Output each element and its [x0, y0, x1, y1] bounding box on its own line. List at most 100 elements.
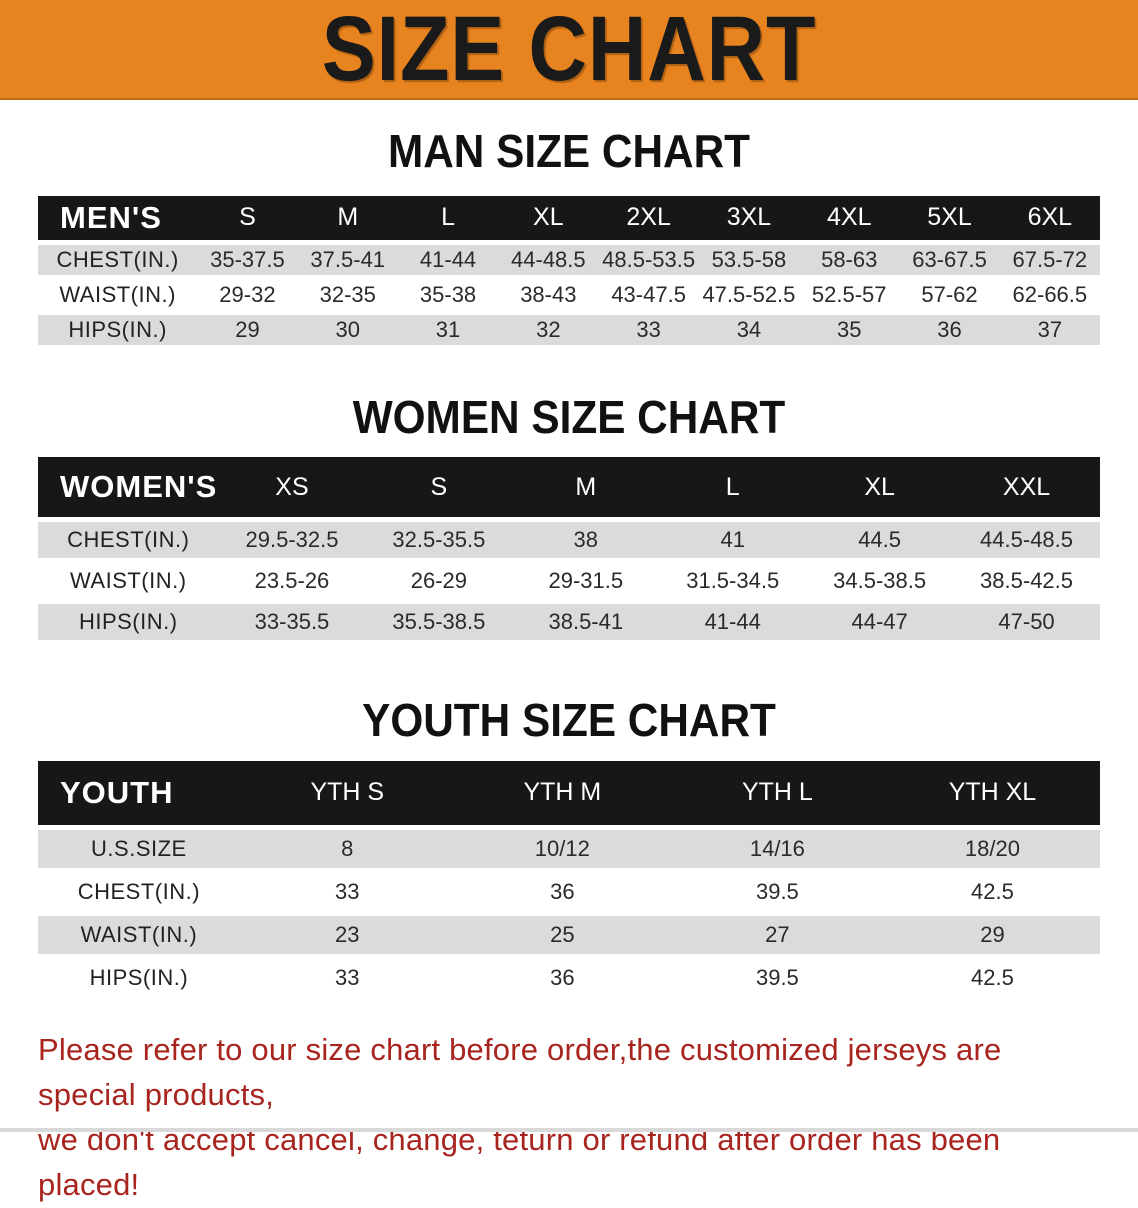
column-header: 6XL	[999, 195, 1100, 240]
value-cell: 36	[899, 314, 1000, 345]
value-cell: 29-32	[197, 279, 298, 310]
table-header-row: MEN'S S M L XL 2XL 3XL 4XL 5XL 6XL	[38, 195, 1100, 240]
column-header: XL	[806, 457, 954, 518]
table-row: WAIST(IN.) 23.5-26 26-29 29-31.5 31.5-34.5 34…	[38, 563, 1100, 600]
value-cell: 10/12	[454, 829, 670, 868]
table-row: HIPS(IN.) 29 30 31 32 33 34 35 36 37	[38, 314, 1100, 345]
value-cell: 27	[669, 915, 885, 954]
size-section: MAN SIZE CHART MEN'S S M L XL 2XL 3XL 4XL 5XL 6XL C…	[0, 126, 1138, 350]
size-section: YOUTH SIZE CHART YOUTH YTH S YTH M YTH L YTH …	[0, 695, 1138, 1002]
value-cell: 33	[598, 314, 699, 345]
column-header: XXL	[953, 457, 1100, 518]
value-cell: 44-48.5	[498, 244, 599, 275]
table-row: HIPS(IN.) 33-35.5 35.5-38.5 38.5-41 41-44 44-…	[38, 604, 1100, 641]
value-cell: 29.5-32.5	[218, 522, 366, 559]
size-chart-sections: MAN SIZE CHART MEN'S S M L XL 2XL 3XL 4XL 5XL 6XL C…	[0, 126, 1138, 1002]
table-row: HIPS(IN.) 33 36 39.5 42.5	[38, 958, 1100, 997]
value-cell: 32.5-35.5	[365, 522, 513, 559]
disclaimer-line-1: Please refer to our size chart before or…	[38, 1031, 1002, 1112]
row-label: WAIST(IN.)	[38, 563, 219, 600]
table-row: CHEST(IN.) 33 36 39.5 42.5	[38, 872, 1100, 911]
value-cell: 8	[239, 829, 455, 868]
value-cell: 36	[454, 872, 670, 911]
row-label: WAIST(IN.)	[38, 279, 198, 310]
column-header: 2XL	[598, 195, 699, 240]
value-cell: 44-47	[806, 604, 954, 641]
value-cell: 32	[498, 314, 599, 345]
value-cell: 41	[659, 522, 807, 559]
value-cell: 39.5	[669, 958, 885, 997]
value-cell: 33	[239, 872, 455, 911]
value-cell: 63-67.5	[899, 244, 1000, 275]
size-table: WOMEN'S XS S M L XL XXL CHEST(IN.) 29.5-32.5 32.5…	[38, 452, 1100, 645]
value-cell: 57-62	[899, 279, 1000, 310]
value-cell: 31.5-34.5	[659, 563, 807, 600]
value-cell: 42.5	[884, 958, 1100, 997]
section-heading: MAN SIZE CHART	[387, 125, 751, 177]
value-cell: 38	[512, 522, 660, 559]
value-cell: 35-37.5	[197, 244, 298, 275]
table-row: WAIST(IN.) 29-32 32-35 35-38 38-43 43-47.5 47.…	[38, 279, 1100, 310]
column-header: 5XL	[899, 195, 1000, 240]
table-row: CHEST(IN.) 35-37.5 37.5-41 41-44 44-48.5 48.5…	[38, 244, 1100, 275]
column-header: S	[365, 457, 513, 518]
column-header: M	[512, 457, 660, 518]
column-header: L	[659, 457, 807, 518]
column-header: M	[297, 195, 398, 240]
column-header: 4XL	[799, 195, 900, 240]
table-title-cell: WOMEN'S	[38, 457, 219, 518]
table-header-row: WOMEN'S XS S M L XL XXL	[38, 457, 1100, 518]
value-cell: 33-35.5	[218, 604, 366, 641]
table-header-row: YOUTH YTH S YTH M YTH L YTH XL	[38, 760, 1100, 825]
size-section: WOMEN SIZE CHART WOMEN'S XS S M L XL XXL CHEST(I…	[0, 390, 1138, 646]
value-cell: 29-31.5	[512, 563, 660, 600]
value-cell: 23	[239, 915, 455, 954]
value-cell: 18/20	[884, 829, 1100, 868]
column-header: YTH XL	[884, 760, 1100, 825]
value-cell: 35.5-38.5	[365, 604, 513, 641]
table-row: WAIST(IN.) 23 25 27 29	[38, 915, 1100, 954]
value-cell: 44.5-48.5	[953, 522, 1100, 559]
value-cell: 29	[197, 314, 298, 345]
table-title-cell: MEN'S	[38, 195, 198, 240]
value-cell: 34	[698, 314, 800, 345]
value-cell: 52.5-57	[799, 279, 900, 310]
banner-title: SIZE CHART	[321, 0, 817, 100]
section-heading: WOMEN SIZE CHART	[352, 390, 786, 443]
table-row: U.S.SIZE 8 10/12 14/16 18/20	[38, 829, 1100, 868]
row-label: HIPS(IN.)	[38, 314, 198, 345]
value-cell: 62-66.5	[999, 279, 1100, 310]
image-bottom-edge	[0, 1128, 1138, 1132]
row-label: CHEST(IN.)	[38, 244, 198, 275]
value-cell: 14/16	[669, 829, 885, 868]
row-label: HIPS(IN.)	[38, 604, 219, 641]
value-cell: 44.5	[806, 522, 954, 559]
row-label: CHEST(IN.)	[38, 872, 240, 911]
value-cell: 39.5	[669, 872, 885, 911]
value-cell: 43-47.5	[598, 279, 699, 310]
column-header: YTH L	[669, 760, 885, 825]
value-cell: 34.5-38.5	[806, 563, 954, 600]
value-cell: 25	[454, 915, 670, 954]
section-heading: YOUTH SIZE CHART	[362, 694, 776, 747]
value-cell: 53.5-58	[698, 244, 800, 275]
value-cell: 31	[397, 314, 499, 345]
column-header: YTH M	[454, 760, 670, 825]
column-header: XS	[218, 457, 366, 518]
value-cell: 26-29	[365, 563, 513, 600]
value-cell: 41-44	[659, 604, 807, 641]
value-cell: 33	[239, 958, 455, 997]
row-label: CHEST(IN.)	[38, 522, 219, 559]
size-chart-banner: SIZE CHART	[0, 0, 1138, 100]
disclaimer: Please refer to our size chart before or…	[38, 1028, 1100, 1208]
value-cell: 23.5-26	[218, 563, 366, 600]
table-row: CHEST(IN.) 29.5-32.5 32.5-35.5 38 41 44.5 44.5…	[38, 522, 1100, 559]
row-label: U.S.SIZE	[38, 829, 240, 868]
table-title-cell: YOUTH	[38, 760, 240, 825]
row-label: HIPS(IN.)	[38, 958, 240, 997]
column-header: YTH S	[239, 760, 455, 825]
value-cell: 32-35	[297, 279, 398, 310]
column-header: XL	[498, 195, 599, 240]
value-cell: 38.5-42.5	[953, 563, 1100, 600]
size-table: YOUTH YTH S YTH M YTH L YTH XL U.S.SIZE 8 10/12…	[38, 756, 1100, 1002]
